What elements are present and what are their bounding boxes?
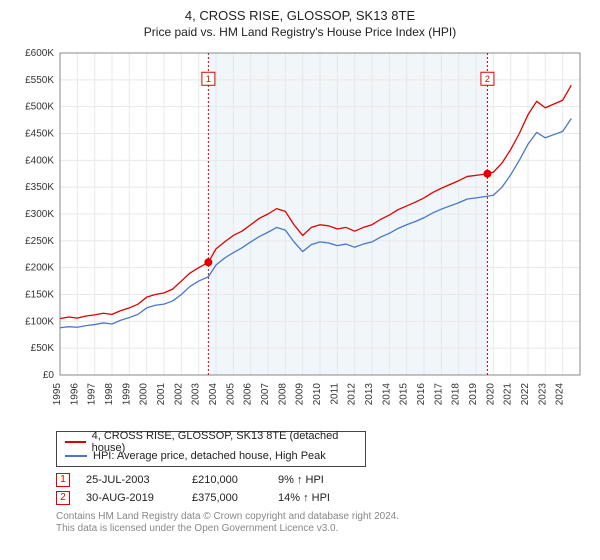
svg-text:2015: 2015 bbox=[399, 382, 410, 405]
svg-text:£550K: £550K bbox=[25, 75, 54, 86]
footnote: Contains HM Land Registry data © Crown c… bbox=[56, 511, 588, 535]
svg-text:2024: 2024 bbox=[555, 382, 566, 405]
svg-text:2018: 2018 bbox=[451, 382, 462, 405]
legend-box: 4, CROSS RISE, GLOSSOP, SK13 8TE (detach… bbox=[56, 431, 366, 467]
footnote-line2: This data is licensed under the Open Gov… bbox=[56, 523, 338, 534]
svg-text:£150K: £150K bbox=[25, 289, 54, 300]
event-price: £210,000 bbox=[192, 474, 262, 486]
svg-text:£0: £0 bbox=[43, 370, 55, 381]
svg-text:£450K: £450K bbox=[25, 128, 54, 139]
svg-text:2020: 2020 bbox=[485, 382, 496, 405]
svg-text:2011: 2011 bbox=[329, 382, 340, 404]
svg-text:2000: 2000 bbox=[139, 382, 150, 405]
svg-text:1998: 1998 bbox=[104, 382, 115, 405]
svg-text:2005: 2005 bbox=[225, 382, 236, 405]
event-row: 1 25-JUL-2003 £210,000 9% ↑ HPI bbox=[56, 471, 588, 489]
events-table: 1 25-JUL-2003 £210,000 9% ↑ HPI 2 30-AUG-2019… bbox=[56, 471, 588, 507]
svg-text:2007: 2007 bbox=[260, 382, 271, 405]
event-badge: 2 bbox=[56, 491, 70, 505]
event-row: 2 30-AUG-2019 £375,000 14% ↑ HPI bbox=[56, 489, 588, 507]
svg-text:2001: 2001 bbox=[156, 382, 167, 405]
svg-text:2016: 2016 bbox=[416, 382, 427, 405]
line-chart-svg: £0 £50K £100K £150K £200K £250K £300K £350K £400… bbox=[12, 45, 588, 425]
svg-text:2022: 2022 bbox=[520, 382, 531, 405]
legend-row: 4, CROSS RISE, GLOSSOP, SK13 8TE (detach… bbox=[65, 435, 357, 449]
footnote-line1: Contains HM Land Registry data © Crown c… bbox=[56, 511, 399, 522]
svg-text:2023: 2023 bbox=[537, 382, 548, 405]
chart-title: 4, CROSS RISE, GLOSSOP, SK13 8TE bbox=[12, 8, 588, 25]
svg-text:2008: 2008 bbox=[277, 382, 288, 405]
svg-text:2009: 2009 bbox=[295, 382, 306, 405]
svg-text:£350K: £350K bbox=[25, 182, 54, 193]
svg-text:2012: 2012 bbox=[347, 382, 358, 405]
svg-text:2003: 2003 bbox=[191, 382, 202, 405]
legend-label: HPI: Average price, detached house, High… bbox=[93, 450, 326, 462]
svg-text:2014: 2014 bbox=[381, 382, 392, 405]
svg-text:2013: 2013 bbox=[364, 382, 375, 405]
event-hpi: 14% ↑ HPI bbox=[278, 492, 358, 504]
svg-text:£50K: £50K bbox=[31, 343, 55, 354]
event-hpi: 9% ↑ HPI bbox=[278, 474, 358, 486]
svg-text:£400K: £400K bbox=[25, 155, 54, 166]
svg-text:£600K: £600K bbox=[25, 48, 54, 59]
svg-text:2010: 2010 bbox=[312, 382, 323, 405]
event-badge: 1 bbox=[56, 473, 70, 487]
event-date: 30-AUG-2019 bbox=[86, 492, 176, 504]
svg-text:2019: 2019 bbox=[468, 382, 479, 405]
legend-swatch bbox=[65, 441, 86, 443]
event-price: £375,000 bbox=[192, 492, 262, 504]
svg-text:1999: 1999 bbox=[121, 382, 132, 405]
chart-container: 4, CROSS RISE, GLOSSOP, SK13 8TE Price p… bbox=[0, 0, 600, 560]
svg-text:£250K: £250K bbox=[25, 236, 54, 247]
svg-text:£100K: £100K bbox=[25, 316, 54, 327]
svg-text:£500K: £500K bbox=[25, 102, 54, 113]
svg-text:1: 1 bbox=[206, 74, 211, 84]
legend-swatch bbox=[65, 455, 87, 457]
svg-text:1995: 1995 bbox=[52, 382, 63, 405]
svg-text:2004: 2004 bbox=[208, 382, 219, 405]
svg-text:2002: 2002 bbox=[173, 382, 184, 405]
svg-text:2: 2 bbox=[485, 74, 490, 84]
chart-area: £0 £50K £100K £150K £200K £250K £300K £350K £400… bbox=[12, 45, 588, 425]
svg-text:2021: 2021 bbox=[503, 382, 514, 405]
svg-text:2006: 2006 bbox=[243, 382, 254, 405]
svg-text:2017: 2017 bbox=[433, 382, 444, 405]
svg-text:£200K: £200K bbox=[25, 263, 54, 274]
svg-text:1997: 1997 bbox=[87, 382, 98, 405]
svg-text:1996: 1996 bbox=[69, 382, 80, 405]
chart-subtitle: Price paid vs. HM Land Registry's House … bbox=[12, 25, 588, 39]
legend-row: HPI: Average price, detached house, High… bbox=[65, 449, 357, 463]
event-date: 25-JUL-2003 bbox=[86, 474, 176, 486]
svg-text:£300K: £300K bbox=[25, 209, 54, 220]
